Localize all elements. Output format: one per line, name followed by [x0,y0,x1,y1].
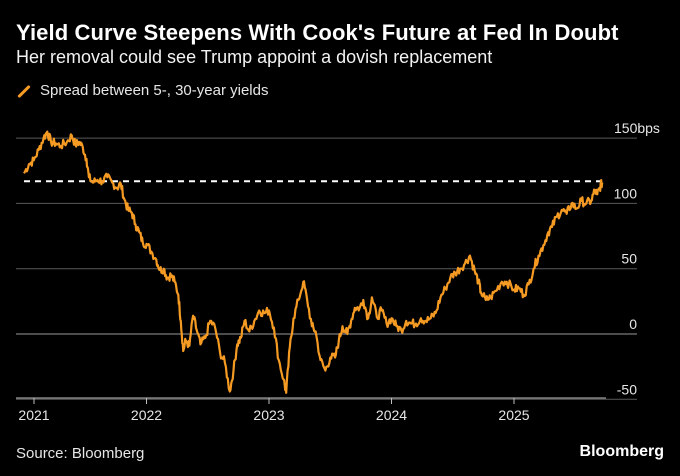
y-tick-label: 50 [621,251,637,267]
source-note: Source: Bloomberg [16,445,145,462]
y-tick-label: -50 [617,381,637,397]
x-tick-label: 2023 [253,407,284,423]
y-tick-label: 0 [629,316,637,332]
legend: Spread between 5-, 30-year yields [16,82,268,99]
x-tick-label: 2022 [131,407,162,423]
y-tick-label: 150bps [614,120,660,136]
chart-title: Yield Curve Steepens With Cook's Future … [16,20,619,45]
chart-subtitle: Her removal could see Trump appoint a do… [16,47,493,67]
y-axis-ticks: 150bps 100 50 0 -50 [614,120,660,397]
spread-series-line [23,130,604,394]
legend-label: Spread between 5-, 30-year yields [40,82,269,99]
x-axis: 2021 2022 2023 2024 2025 [16,397,606,423]
x-tick-label: 2021 [18,407,49,423]
x-tick-label: 2025 [498,407,529,423]
x-tick-label: 2024 [376,407,407,423]
y-tick-label: 100 [614,185,638,201]
bloomberg-logo: Bloomberg [579,443,664,460]
line-chart: 150bps 100 50 0 -50 2021 2022 2023 2024 2025 [16,120,660,423]
